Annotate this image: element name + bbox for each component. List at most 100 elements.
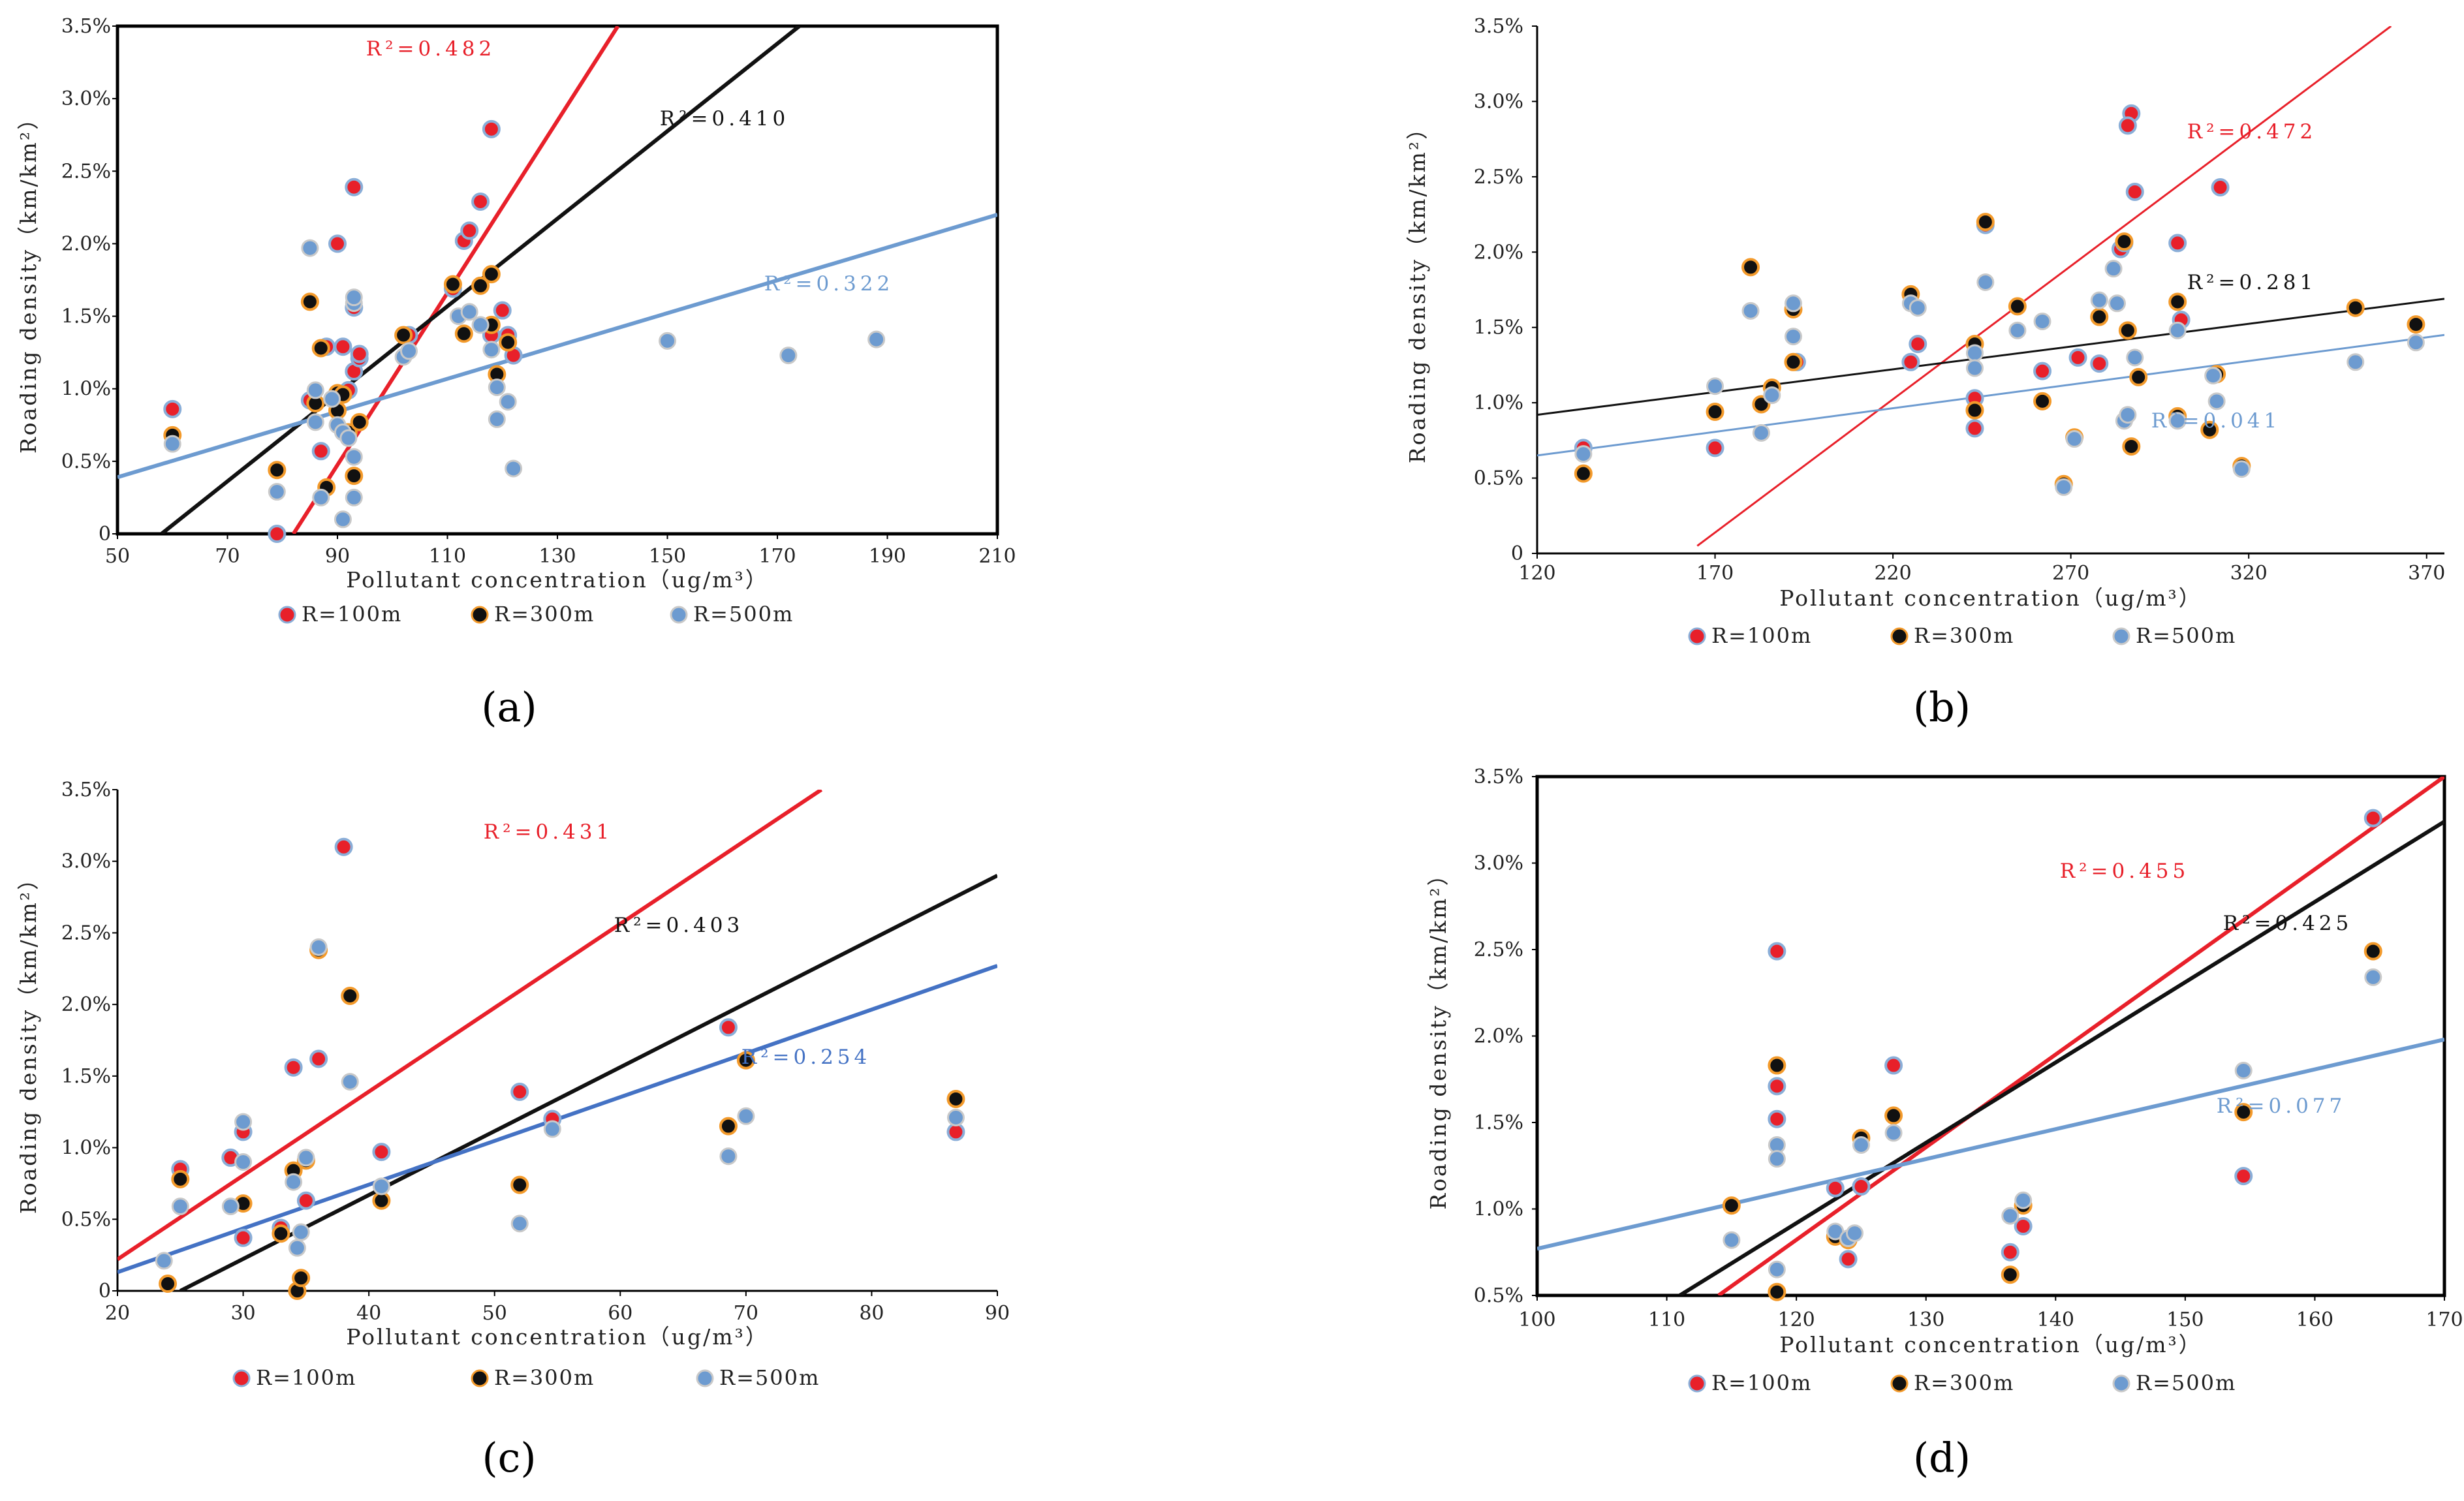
data-point-r100 [284, 1058, 303, 1077]
data-point-r300 [341, 986, 360, 1005]
x-axis-title: Pollutant concentration（ug/m³） [346, 567, 769, 593]
data-point-r500 [1763, 386, 1781, 405]
data-point-r500 [400, 342, 418, 360]
data-point-r500 [1752, 424, 1770, 442]
panel-caption: (d) [1913, 1434, 1971, 1481]
data-point-r300 [1741, 258, 1760, 277]
data-point-r500 [2104, 260, 2123, 278]
data-point-r300 [510, 1175, 529, 1194]
trend-lines [1537, 777, 2444, 1295]
data-point-r500 [1846, 1224, 1864, 1243]
data-point-r300 [159, 1275, 178, 1293]
data-point-r300 [2008, 297, 2027, 316]
data-point-r300 [394, 326, 413, 345]
data-point-r500 [306, 413, 324, 431]
y-tick-label: 2.0% [1474, 241, 1523, 264]
data-point-r300 [1784, 352, 1803, 371]
y-tick-label: 0.5% [1474, 467, 1523, 490]
data-point-r500 [2055, 478, 2073, 496]
data-point-r500 [306, 381, 324, 399]
data-point-r300 [736, 1051, 755, 1070]
x-tick-label: 70 [734, 1302, 758, 1325]
legend-entry: R=500m [719, 1365, 820, 1390]
data-point-r500 [2108, 294, 2127, 313]
y-tick-label: 0.5% [61, 1208, 111, 1231]
data-point-r500 [488, 378, 506, 396]
data-points [1574, 104, 2425, 496]
y-tick-label: 3.0% [1474, 90, 1523, 113]
data-point-r500 [2207, 392, 2226, 410]
data-point-r100 [1839, 1250, 1858, 1269]
data-point-r300 [1965, 401, 1984, 420]
data-point-r500 [2008, 321, 2027, 339]
x-tick-label: 220 [1874, 562, 1911, 585]
legend-entry: R=100m [1711, 623, 1812, 648]
trend-lines [117, 790, 997, 1291]
x-tick-label: 110 [429, 545, 466, 568]
trend-line [1537, 1037, 2444, 1251]
data-point-r500 [372, 1177, 390, 1196]
data-point-r500 [499, 393, 517, 411]
y-tick-label: 1.5% [1474, 317, 1523, 339]
chart-panel: 0 0.5% 1.0% 1.5% 2.0% 2.5% 3.0% 3.5% 50 70 90 110 13… [16, 15, 1016, 731]
y-tick-label: 0.5% [1474, 1284, 1523, 1307]
data-point-r100 [719, 1018, 738, 1037]
y-axis-title: Roading density（km/km²） [1405, 116, 1430, 463]
data-point-r300 [2033, 392, 2052, 410]
x-tick-label: 210 [978, 545, 1016, 568]
y-axis-title: Roading density（km/km²） [16, 867, 41, 1214]
data-point-r100 [2168, 234, 2187, 253]
x-tick-label: 170 [758, 545, 796, 568]
data-point-r300 [443, 275, 462, 294]
data-point-r500 [341, 1073, 359, 1091]
data-point-r300 [1722, 1196, 1741, 1215]
data-point-r500 [268, 483, 286, 501]
legend-entry: R=300m [494, 602, 595, 627]
r2-label: R²=0.425 [2223, 912, 2353, 935]
data-point-r500 [345, 448, 363, 466]
x-tick-label: 120 [1518, 562, 1555, 585]
x-tick-label: 20 [105, 1302, 130, 1325]
data-point-r500 [1706, 377, 1724, 395]
data-point-r300 [2346, 298, 2365, 317]
legend-entry: R=100m [256, 1365, 356, 1390]
data-point-r100 [334, 837, 353, 856]
x-tick-label: 40 [356, 1302, 381, 1325]
data-point-r500 [1784, 294, 1802, 313]
data-points [163, 119, 886, 543]
x-tick-label: 80 [859, 1302, 884, 1325]
y-tick-label: 1.5% [1474, 1111, 1523, 1134]
data-point-r100 [2001, 1243, 2020, 1261]
x-tick-label: 50 [105, 545, 130, 568]
data-point-r100 [471, 192, 490, 211]
y-tick-label: 0 [1511, 542, 1523, 565]
x-tick-label: 110 [1648, 1308, 1685, 1331]
data-point-r100 [1901, 352, 1920, 371]
y-tick-label: 2.0% [1474, 1025, 1523, 1048]
y-tick-label: 0 [99, 523, 111, 546]
trend-line [117, 790, 823, 1261]
data-point-r300 [2407, 315, 2425, 334]
data-point-r300 [2090, 307, 2109, 326]
x-tick-label: 320 [2230, 562, 2268, 585]
x-tick-label: 170 [2425, 1308, 2463, 1331]
y-tick-label: 3.0% [61, 850, 111, 873]
x-tick-label: 270 [2052, 562, 2089, 585]
data-point-r500 [2014, 1191, 2033, 1209]
data-point-r100 [1884, 1056, 1903, 1075]
data-point-r300 [2200, 420, 2219, 439]
r2-label: R²=0.455 [2060, 859, 2190, 883]
data-points [1722, 809, 2382, 1301]
data-point-r500 [1965, 344, 1984, 362]
trend-line [1537, 298, 2444, 416]
data-point-r100 [2118, 116, 2137, 135]
legend-marker [1890, 627, 1909, 645]
data-point-r500 [737, 1107, 755, 1125]
data-point-r100 [311, 442, 330, 461]
data-point-r100 [460, 221, 479, 240]
data-point-r500 [221, 1198, 240, 1216]
data-point-r300 [345, 467, 364, 486]
data-point-r300 [350, 412, 369, 431]
data-point-r100 [345, 178, 364, 196]
